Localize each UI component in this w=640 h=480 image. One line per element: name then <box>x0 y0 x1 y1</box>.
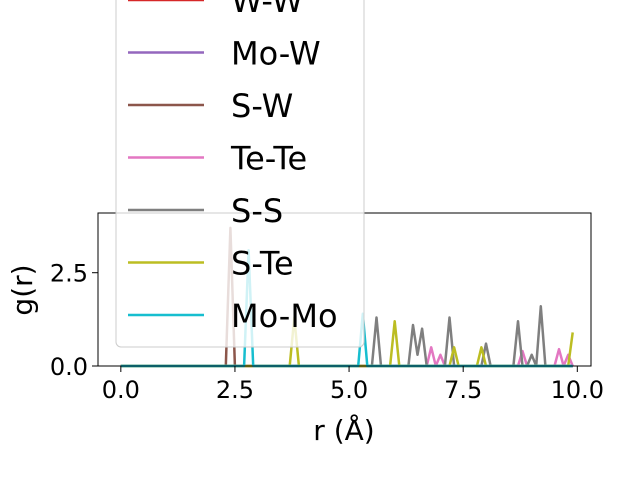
x-tick-label: 7.5 <box>444 376 482 404</box>
legend-label-mo-mo: Mo-Mo <box>231 297 338 335</box>
y-tick-label: 2.5 <box>50 260 88 288</box>
legend-entries: W-W Mo-W S-W Te-Te S-S S-Te Mo-Mo <box>128 0 338 335</box>
x-tick-label: 0.0 <box>102 376 140 404</box>
legend-box <box>115 0 365 348</box>
y-tick-label: 0.0 <box>50 353 88 381</box>
x-tick-label: 10.0 <box>551 376 604 404</box>
y-axis: 0.0 2.5 <box>50 260 98 381</box>
x-axis: 0.0 2.5 5.0 7.5 10.0 <box>102 366 604 404</box>
x-tick-label: 2.5 <box>216 376 254 404</box>
legend-label-te-te: Te-Te <box>230 140 307 178</box>
legend-label-mo-w: Mo-W <box>231 35 321 73</box>
x-axis-label: r (Å) <box>313 413 374 447</box>
legend-label-w-w: W-W <box>231 0 303 20</box>
legend-label-s-s: S-S <box>231 192 283 230</box>
x-tick-label: 5.0 <box>330 376 368 404</box>
plot-area <box>97 212 592 368</box>
legend: W-W Mo-W S-W Te-Te S-S S-Te Mo-Mo <box>115 0 365 348</box>
legend-label-s-w: S-W <box>231 87 293 125</box>
y-axis-label: g(r) <box>6 264 39 315</box>
legend-label-s-te: S-Te <box>231 245 294 283</box>
